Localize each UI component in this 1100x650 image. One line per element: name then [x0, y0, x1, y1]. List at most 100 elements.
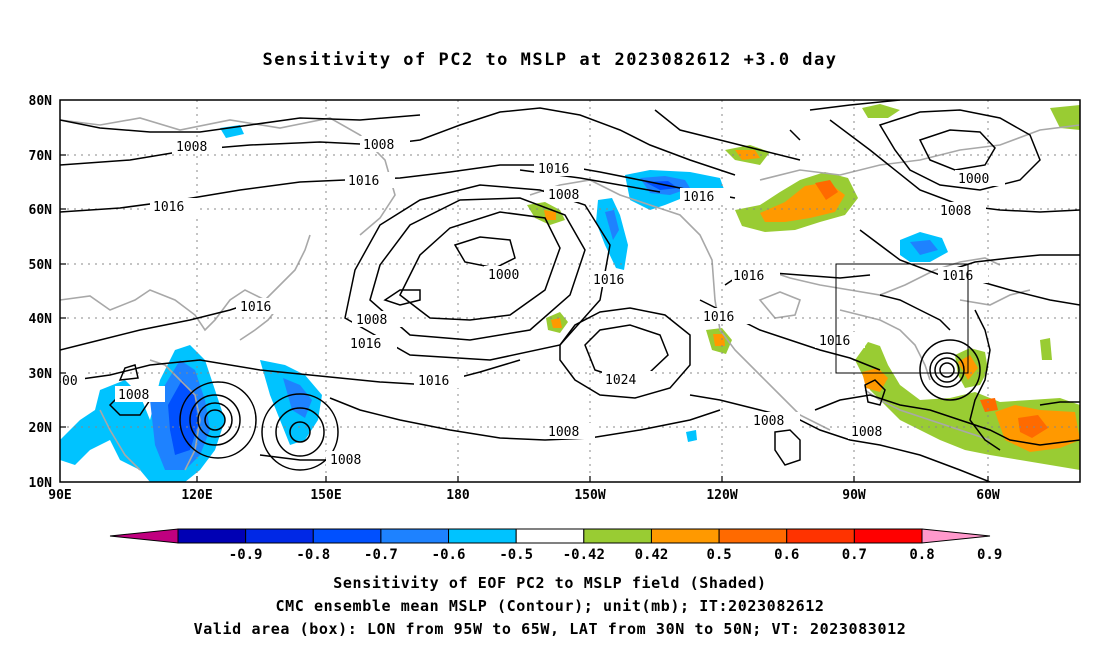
colorbar-swatch — [245, 528, 314, 544]
svg-text:1000: 1000 — [958, 172, 989, 187]
colorbar-swatch — [312, 528, 382, 544]
lat-label: 60N — [29, 203, 53, 218]
colorbar-label: 0.7 — [842, 547, 867, 563]
colorbar-label: -0.6 — [432, 547, 466, 563]
colorbar-swatch — [177, 528, 247, 544]
valid-area-box — [835, 263, 969, 374]
colorbar-swatch — [853, 528, 923, 544]
caption-line-2: CMC ensemble mean MSLP (Contour); unit(m… — [275, 597, 825, 615]
sensitivity-shading — [60, 104, 1080, 482]
lon-label: 150E — [310, 488, 341, 503]
caption-line-3: Valid area (box): LON from 95W to 65W, L… — [193, 620, 907, 638]
svg-text:1008: 1008 — [753, 414, 784, 429]
svg-text:1016: 1016 — [703, 310, 734, 325]
contour-label: 1008 — [750, 412, 800, 429]
contour-label: 1016 — [938, 267, 988, 284]
contour-label: 1008 — [360, 136, 410, 153]
contour-label: 1008 — [545, 423, 595, 440]
contour-label: 1000 — [484, 266, 534, 283]
svg-text:1016: 1016 — [153, 200, 184, 215]
svg-text:1016: 1016 — [350, 337, 381, 352]
colorbar-swatch — [448, 528, 517, 544]
contour-label: 1016 — [680, 188, 730, 205]
colorbar-label: 0.42 — [635, 547, 669, 563]
svg-text:1008: 1008 — [548, 425, 579, 440]
colorbar-label: 0.5 — [706, 547, 731, 563]
lon-label: 90E — [48, 488, 71, 503]
lon-labels: 90E 120E 150E 180 150W 120W 90W 60W — [48, 488, 1000, 503]
lat-label: 50N — [29, 258, 53, 273]
colorbar-label: -0.8 — [296, 547, 330, 563]
colorbar-label: -0.9 — [229, 547, 263, 563]
svg-text:1016: 1016 — [819, 334, 850, 349]
svg-text:1016: 1016 — [942, 269, 973, 284]
grid-lines — [60, 100, 1080, 482]
lon-label: 150W — [574, 488, 605, 503]
lat-labels: 80N 70N 60N 50N 40N 30N 20N 10N — [29, 94, 53, 491]
colorbar-min-arrow — [109, 528, 179, 544]
contour-label: 1016 — [732, 267, 780, 284]
lon-label: 90W — [842, 488, 866, 503]
colorbar: -0.9 -0.8 -0.7 -0.6 -0.5 -0.42 0.42 0.5 0.6 0.7 0.… — [109, 528, 1002, 563]
colorbar-label: 0.9 — [977, 547, 1002, 563]
svg-text:1016: 1016 — [348, 174, 379, 189]
colorbar-swatch — [650, 528, 720, 544]
svg-text:1008: 1008 — [356, 313, 387, 328]
contour-label: 1008 — [172, 138, 222, 155]
contour-label: 1016 — [534, 160, 584, 177]
svg-text:1008: 1008 — [363, 138, 394, 153]
lat-label: 70N — [29, 149, 53, 164]
lon-label: 60W — [976, 488, 1000, 503]
contour-label: 1016 — [590, 271, 640, 288]
colorbar-label: -0.7 — [364, 547, 398, 563]
colorbar-max-arrow — [921, 528, 991, 544]
colorbar-swatch — [583, 528, 652, 544]
lon-label: 120E — [181, 488, 212, 503]
svg-text:1000: 1000 — [488, 268, 519, 283]
contour-label: 1008 — [115, 386, 165, 403]
contour-label: 1016 — [700, 308, 750, 325]
lat-label: 10N — [29, 476, 53, 491]
contour-label: 1000 — [955, 170, 1005, 187]
contour-label: 00 — [61, 372, 85, 389]
lon-label: 180 — [446, 488, 470, 503]
lat-label: 80N — [29, 94, 53, 109]
lat-label: 40N — [29, 312, 53, 327]
colorbar-label: 0.6 — [774, 547, 799, 563]
svg-text:1008: 1008 — [176, 140, 207, 155]
svg-text:1016: 1016 — [733, 269, 764, 284]
contour-label: 1024 — [602, 371, 652, 388]
svg-text:1016: 1016 — [240, 300, 271, 315]
svg-text:1008: 1008 — [118, 388, 149, 403]
colorbar-swatch — [380, 528, 450, 544]
colorbar-swatch — [515, 528, 585, 544]
contour-label: 1016 — [236, 298, 286, 315]
svg-text:1016: 1016 — [418, 374, 449, 389]
svg-text:1008: 1008 — [940, 204, 971, 219]
svg-text:1016: 1016 — [538, 162, 569, 177]
svg-text:1016: 1016 — [593, 273, 624, 288]
axis-ticks — [60, 154, 989, 482]
colorbar-label: -0.42 — [563, 547, 605, 563]
contour-label: 1016 — [347, 335, 397, 352]
lat-label: 30N — [29, 367, 53, 382]
lon-label: 120W — [706, 488, 737, 503]
svg-text:1024: 1024 — [605, 373, 636, 388]
colorbar-label: 0.8 — [909, 547, 934, 563]
contour-label: 1016 — [345, 172, 395, 189]
contour-label: 1016 — [815, 332, 865, 349]
colorbar-swatch — [718, 528, 788, 544]
contour-label: 1016 — [150, 198, 200, 215]
colorbar-swatch — [786, 528, 855, 544]
contour-labels: 1008 1008 1016 1016 1016 1008 1016 1000 … — [61, 136, 1005, 468]
colorbar-label: -0.5 — [499, 547, 533, 563]
svg-text:1016: 1016 — [683, 190, 714, 205]
svg-text:1008: 1008 — [330, 453, 361, 468]
svg-text:1008: 1008 — [851, 425, 882, 440]
plot-frame — [59, 99, 1081, 483]
caption-line-1: Sensitivity of EOF PC2 to MSLP field (Sh… — [333, 574, 767, 592]
contour-label: 1008 — [326, 451, 376, 468]
contour-label: 1016 — [414, 372, 464, 389]
svg-text:00: 00 — [62, 374, 78, 389]
